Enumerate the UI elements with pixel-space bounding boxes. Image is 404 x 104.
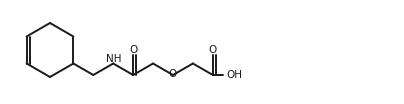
Text: O: O	[209, 45, 217, 55]
Text: NH: NH	[107, 53, 122, 64]
Text: O: O	[129, 45, 137, 55]
Text: O: O	[169, 69, 177, 79]
Text: OH: OH	[227, 70, 243, 80]
